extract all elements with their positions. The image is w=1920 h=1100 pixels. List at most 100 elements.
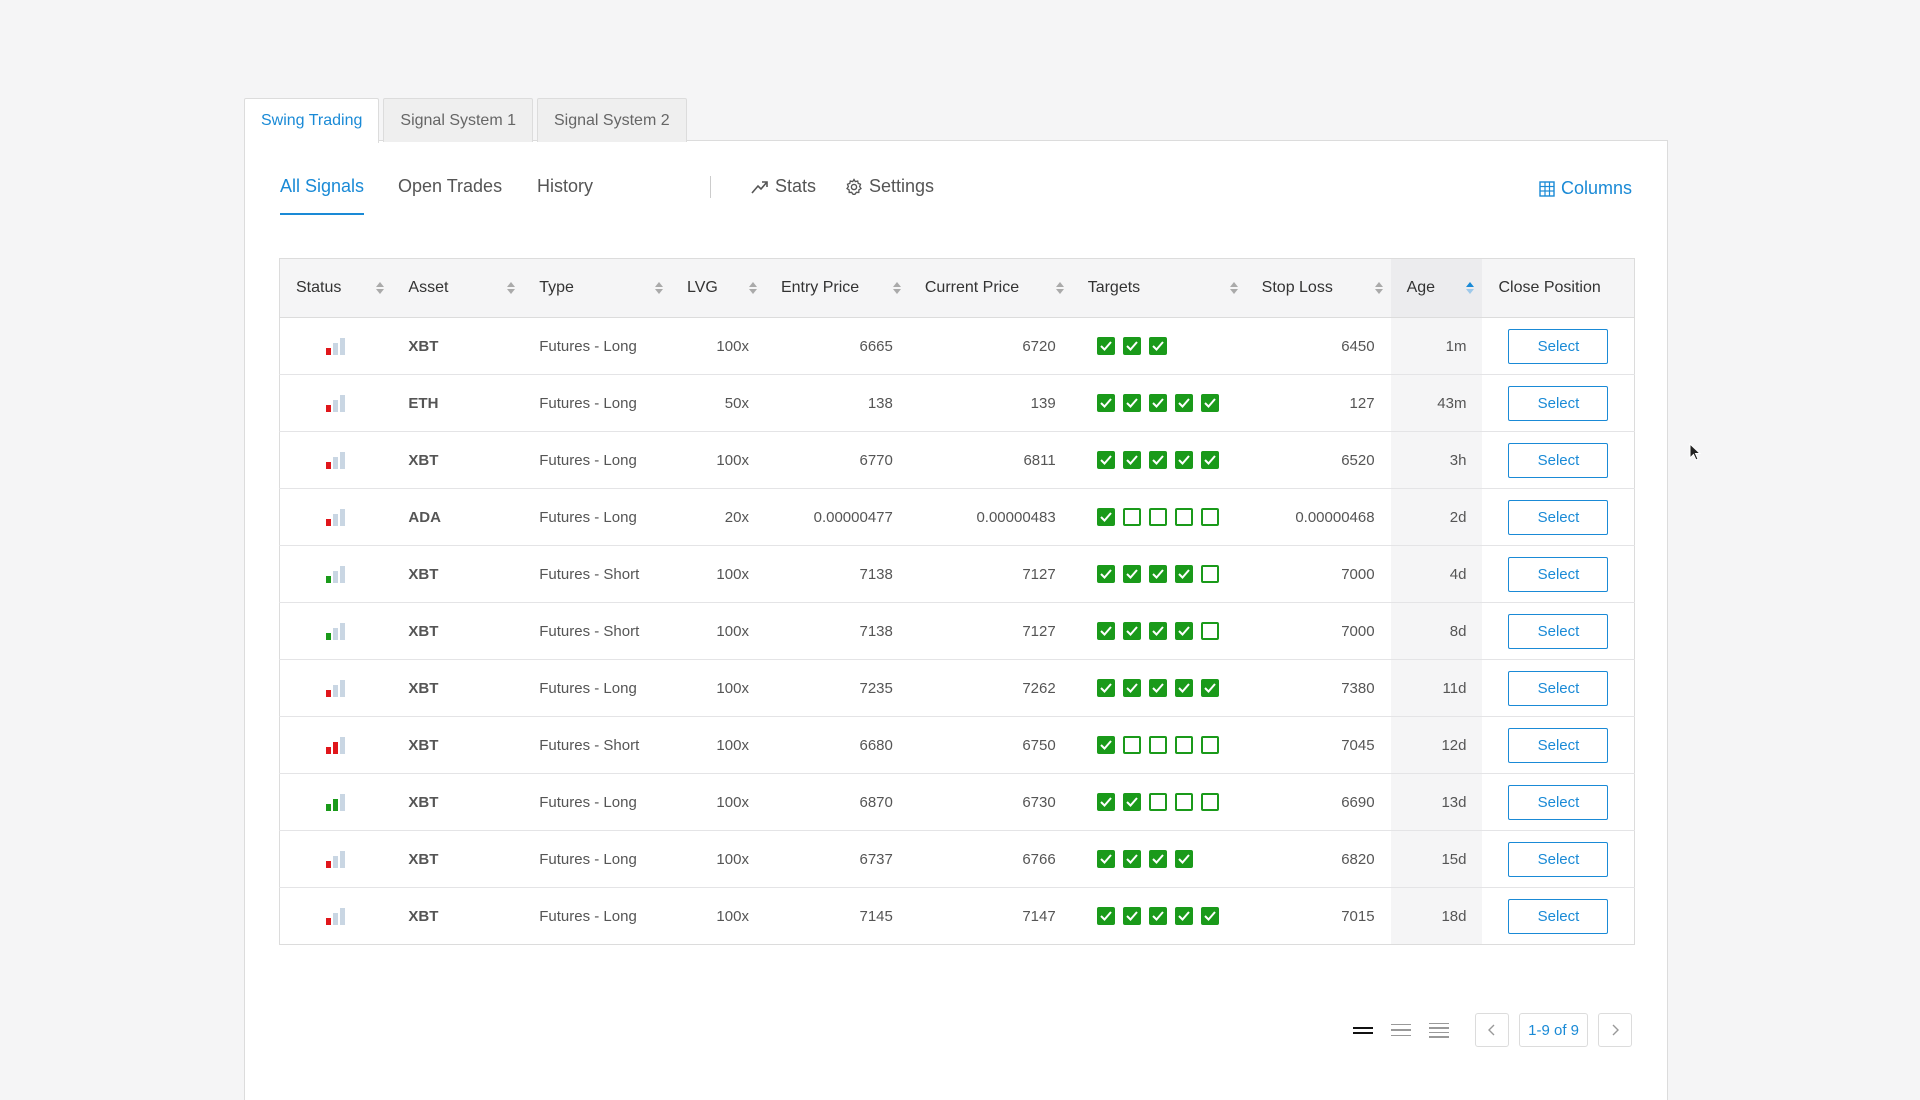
select-button[interactable]: Select: [1508, 442, 1609, 478]
select-button[interactable]: Select: [1508, 613, 1609, 649]
table-row: XBT Futures - Long 100x 6770 6811 6520 3h Selec…: [279, 431, 1635, 489]
asset-cell: ADA: [392, 488, 524, 546]
column-header-entry-price[interactable]: Entry Price: [764, 258, 909, 318]
column-header-label: Current Price: [924, 279, 1020, 296]
leverage-cell: 50x: [671, 374, 765, 432]
subtab-open-trades[interactable]: Open Trades: [398, 176, 503, 196]
select-button[interactable]: Select: [1508, 841, 1609, 877]
stop-loss-cell: 0.00000468: [1245, 488, 1391, 546]
select-button[interactable]: Select: [1508, 328, 1609, 364]
current-price-cell: 6766: [908, 830, 1072, 888]
table-header-row: Status Asset Type LVG Entry Price Current Pri…: [279, 258, 1635, 318]
subtab-history[interactable]: History: [537, 176, 594, 196]
close-position-cell: Select: [1482, 374, 1635, 432]
tab-swing-trading[interactable]: Swing Trading: [244, 98, 380, 143]
target-hit-checkbox-icon: [1174, 679, 1193, 697]
select-button[interactable]: Select: [1508, 784, 1609, 820]
select-button[interactable]: Select: [1508, 385, 1609, 421]
select-button[interactable]: Select: [1508, 898, 1609, 934]
target-pending-checkbox-icon: [1200, 736, 1219, 754]
target-hit-checkbox-icon: [1122, 850, 1141, 868]
table-row: XBT Futures - Long 100x 6665 6720 6450 1m Selec…: [279, 317, 1635, 375]
table-row: XBT Futures - Short 100x 7138 7127 7000 8d Sele…: [279, 602, 1635, 660]
leverage-cell: 100x: [671, 773, 765, 831]
sort-arrows-icon[interactable]: [1055, 282, 1064, 294]
target-hit-checkbox-icon: [1096, 337, 1115, 355]
select-button[interactable]: Select: [1508, 727, 1609, 763]
asset-cell: XBT: [392, 431, 524, 489]
sort-arrows-icon[interactable]: [892, 282, 901, 294]
status-cell: [279, 830, 393, 888]
table-row: ADA Futures - Long 20x 0.00000477 0.00000483…: [279, 488, 1635, 546]
age-cell: 43m: [1390, 374, 1483, 432]
entry-price-cell: 6680: [764, 716, 909, 774]
sort-arrows-icon[interactable]: [1229, 282, 1238, 294]
current-price-cell: 6750: [908, 716, 1072, 774]
column-header-label: Entry Price: [780, 279, 860, 296]
stats-button[interactable]: Stats: [751, 176, 816, 197]
sort-arrows-icon[interactable]: [1466, 282, 1475, 294]
signal-strength-icon: [326, 508, 376, 526]
target-pending-checkbox-icon: [1174, 793, 1193, 811]
sort-arrows-icon[interactable]: [748, 282, 757, 294]
pagination: 1-9 of 9: [1353, 1013, 1632, 1047]
density-compact-icon[interactable]: [1353, 1026, 1374, 1034]
subtab-all-signals[interactable]: All Signals: [280, 176, 365, 216]
select-button[interactable]: Select: [1508, 556, 1609, 592]
tab-signal-system-1[interactable]: Signal System 1: [383, 98, 533, 142]
close-position-cell: Select: [1482, 602, 1635, 660]
targets-cell: [1071, 830, 1246, 888]
current-price-cell: 7127: [908, 602, 1072, 660]
sort-arrows-icon[interactable]: [507, 282, 516, 294]
age-cell: 2d: [1390, 488, 1483, 546]
target-hit-checkbox-icon: [1122, 793, 1141, 811]
asset-cell: XBT: [392, 830, 524, 888]
status-cell: [279, 488, 393, 546]
targets-cell: [1071, 659, 1246, 717]
column-header-label: Asset: [408, 279, 449, 296]
previous-page-button[interactable]: [1475, 1013, 1510, 1047]
close-position-cell: Select: [1482, 888, 1634, 945]
column-header-stop-loss[interactable]: Stop Loss: [1245, 258, 1391, 318]
asset-cell: XBT: [392, 659, 524, 717]
select-button[interactable]: Select: [1508, 670, 1609, 706]
close-position-cell: Select: [1482, 488, 1635, 546]
stop-loss-cell: 6450: [1245, 317, 1391, 375]
sort-arrows-icon[interactable]: [1374, 282, 1383, 294]
target-hit-checkbox-icon: [1096, 793, 1115, 811]
column-header-type[interactable]: Type: [523, 258, 672, 318]
column-header-age[interactable]: Age: [1390, 258, 1483, 318]
table-row: XBT Futures - Long 100x 7145 7147 7015 18d Sele…: [280, 887, 1635, 945]
column-header-targets[interactable]: Targets: [1071, 258, 1246, 318]
next-page-button[interactable]: [1598, 1013, 1632, 1047]
leverage-cell: 100x: [671, 602, 765, 660]
close-position-cell: Select: [1482, 545, 1635, 603]
tab-signal-system-2[interactable]: Signal System 2: [537, 98, 687, 142]
asset-cell: XBT: [408, 907, 439, 925]
targets-list: [1088, 451, 1230, 469]
chevron-right-icon: [1612, 1024, 1619, 1036]
targets-cell: [1071, 545, 1246, 603]
density-comfortable-icon[interactable]: [1429, 1022, 1450, 1038]
leverage-cell: 100x: [671, 716, 765, 774]
select-button[interactable]: Select: [1508, 499, 1609, 535]
column-header-current-price[interactable]: Current Price: [908, 258, 1072, 318]
target-pending-checkbox-icon: [1200, 622, 1219, 640]
target-pending-checkbox-icon: [1200, 508, 1219, 526]
columns-grid-icon: [1539, 180, 1555, 197]
density-normal-icon[interactable]: [1391, 1023, 1412, 1037]
stop-loss-cell: 6690: [1245, 773, 1391, 831]
columns-button[interactable]: Columns: [1539, 178, 1632, 199]
stop-loss-cell: 7045: [1245, 716, 1391, 774]
settings-button[interactable]: Settings: [845, 176, 934, 197]
entry-price-cell: 7235: [764, 659, 909, 717]
column-header-status[interactable]: Status: [279, 258, 393, 318]
column-header-lvg[interactable]: LVG: [671, 258, 765, 318]
sort-arrows-icon[interactable]: [376, 282, 385, 294]
outer-tab-bar: Swing Trading Signal System 1 Signal Sys…: [244, 98, 687, 143]
column-header-label: Age: [1406, 279, 1436, 296]
sort-arrows-icon[interactable]: [655, 282, 664, 294]
column-header-asset[interactable]: Asset: [392, 258, 524, 318]
current-price-cell: 0.00000483: [908, 488, 1072, 546]
signals-table: Status Asset Type LVG Entry Price Current Pri…: [279, 258, 1635, 945]
